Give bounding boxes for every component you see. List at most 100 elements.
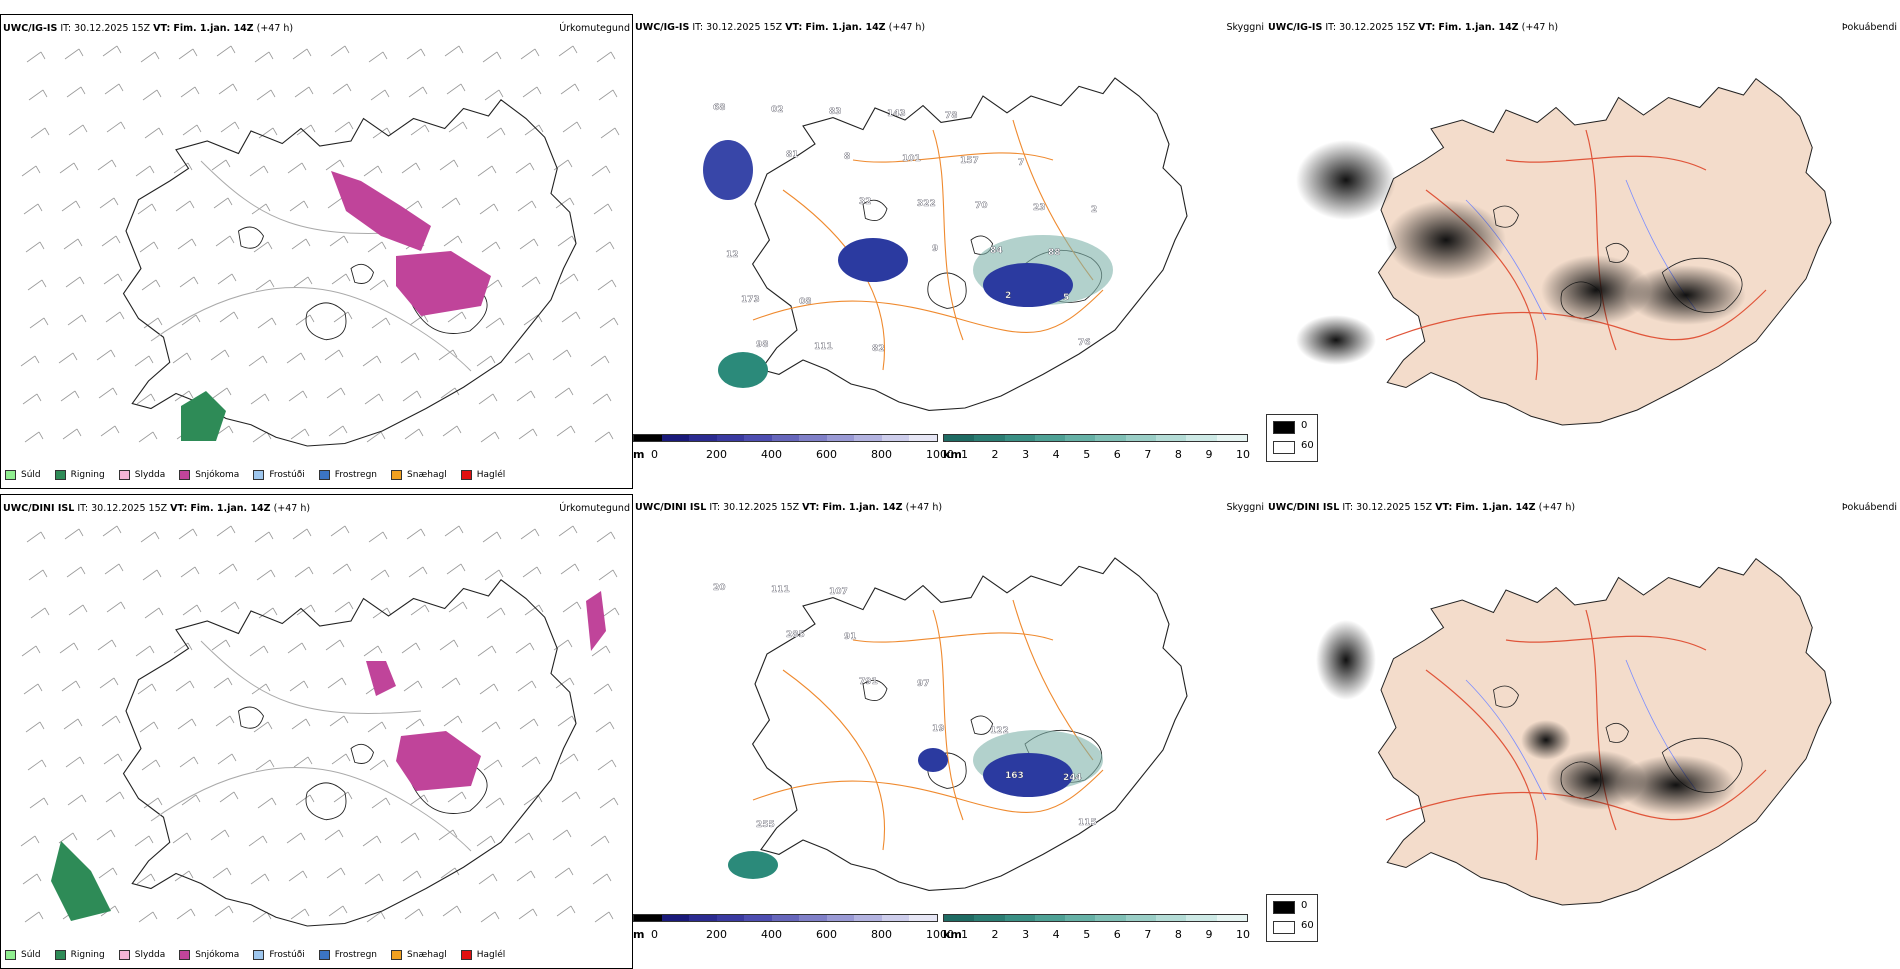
colorbar-step [634,435,662,441]
wind-barb [97,639,113,651]
legend-swatch [179,950,191,960]
legend-label: Rigning [70,470,105,480]
wind-barb-flag [308,566,314,575]
colorbar-step [1156,435,1187,441]
wind-barb [599,797,615,809]
glacier-outline [238,226,264,249]
colorbar-tick: 600 [816,448,837,461]
valid-time: Fim. 1.jan. 14Z [173,23,254,34]
wind-barb-flag [376,835,382,844]
wind-barb-flag [229,235,235,244]
colorbar-step [799,915,827,921]
colorbar-step [974,435,1005,441]
colorbar-tick: 1 [961,928,968,941]
wind-barb [519,718,535,730]
wind-barb [106,121,122,133]
visibility-value-label: 163 [1005,771,1024,781]
wind-barb-flag [227,677,233,686]
wind-barb-flag [188,870,194,879]
wind-barb [67,794,83,806]
wind-barb-flag [303,680,309,689]
legend-label: Frostregn [334,470,378,480]
wind-barb [179,756,195,768]
wind-barb [254,531,270,543]
wind-barb-flag [610,51,616,60]
legend-item: Snæhagl [391,468,447,482]
wind-barb [600,127,616,139]
wind-barb [24,911,40,923]
panel-header: UWC/IG-IS IT: 30.12.2025 15Z VT: Fim. 1.… [3,23,630,37]
wind-barb [59,162,75,174]
wind-barb [248,835,264,847]
wind-barb-flag [414,832,420,841]
wind-barb [177,718,193,730]
wind-barb-flag [43,317,49,326]
wind-barb [22,873,38,885]
colorbar-step [661,435,690,441]
wind-barb-flag [535,756,541,765]
wind-barb [410,604,426,616]
legend-item: Frostregn [318,468,378,482]
cloud-base-area [703,140,753,200]
wind-barb [514,832,530,844]
visibility-value-label: 2 [1091,205,1097,215]
wind-barbs [20,525,620,923]
colorbar-gradient [633,914,938,922]
wind-barb [370,89,386,101]
wind-barb-flag [496,531,502,540]
wind-barb [210,829,226,841]
wind-barb-flag [377,645,383,654]
visibility-value-label: 23 [1033,203,1046,213]
wind-barb-flag [342,425,348,434]
wind-barb [557,235,573,247]
glacier-outline [350,743,374,764]
wind-barb-flag [536,566,542,575]
fog-area [1521,720,1571,760]
wind-barb [104,83,120,95]
coastline [751,557,1188,891]
wind-barb-flag [268,51,274,60]
wind-barb-flag [153,241,159,250]
wind-barb-flag [301,642,307,651]
wind-barb [210,349,226,361]
colorbar-step [854,915,882,921]
fog-area [1616,755,1736,815]
wind-barb [404,908,420,920]
legend-swatch [118,950,130,960]
init-time: 30.12.2025 15Z [91,503,168,514]
wind-barb [406,48,422,60]
wind-barb [290,428,306,440]
wind-barb [295,794,311,806]
legend-label: Frostregn [334,950,378,960]
wind-barb-flag [37,203,43,212]
wind-barb [136,393,152,405]
wind-barb-flag [346,563,352,572]
wind-barb [106,601,122,613]
colorbar-tick: 3 [1022,928,1030,941]
wind-barb-flag [495,721,501,730]
colorbar-step [799,435,827,441]
wind-barb-flag [262,835,268,844]
wind-barb-flag [35,645,41,654]
wind-barb [287,642,303,654]
wind-barb-flag [111,639,117,648]
wind-barb [215,235,231,247]
visibility-panel-bottom: UWC/DINI ISL IT: 30.12.2025 15Z VT: Fim.… [633,494,1266,969]
coastline [751,77,1188,411]
colorbar-step [909,435,938,441]
wind-barb [294,86,310,98]
model-name: UWC/IG-IS [1268,22,1323,33]
wind-barb-flag [490,355,496,364]
wind-barb-flag [566,349,572,358]
wind-barb-flag [339,639,345,648]
visibility-value-label: 81 [786,150,799,160]
wind-barb-flag [189,200,195,209]
wind-barb-flag [346,83,352,92]
wind-barb-flag [418,428,424,437]
wind-barb-flag [305,718,311,727]
visibility-value-label: 97 [917,679,930,689]
wind-barb [252,911,268,923]
wind-barb [483,759,499,771]
wind-barb-flag [536,86,542,95]
wind-barb [181,314,197,326]
